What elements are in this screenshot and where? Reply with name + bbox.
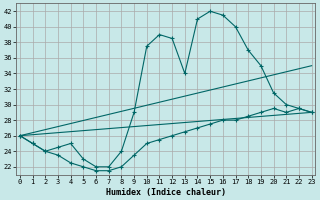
X-axis label: Humidex (Indice chaleur): Humidex (Indice chaleur) (106, 188, 226, 197)
